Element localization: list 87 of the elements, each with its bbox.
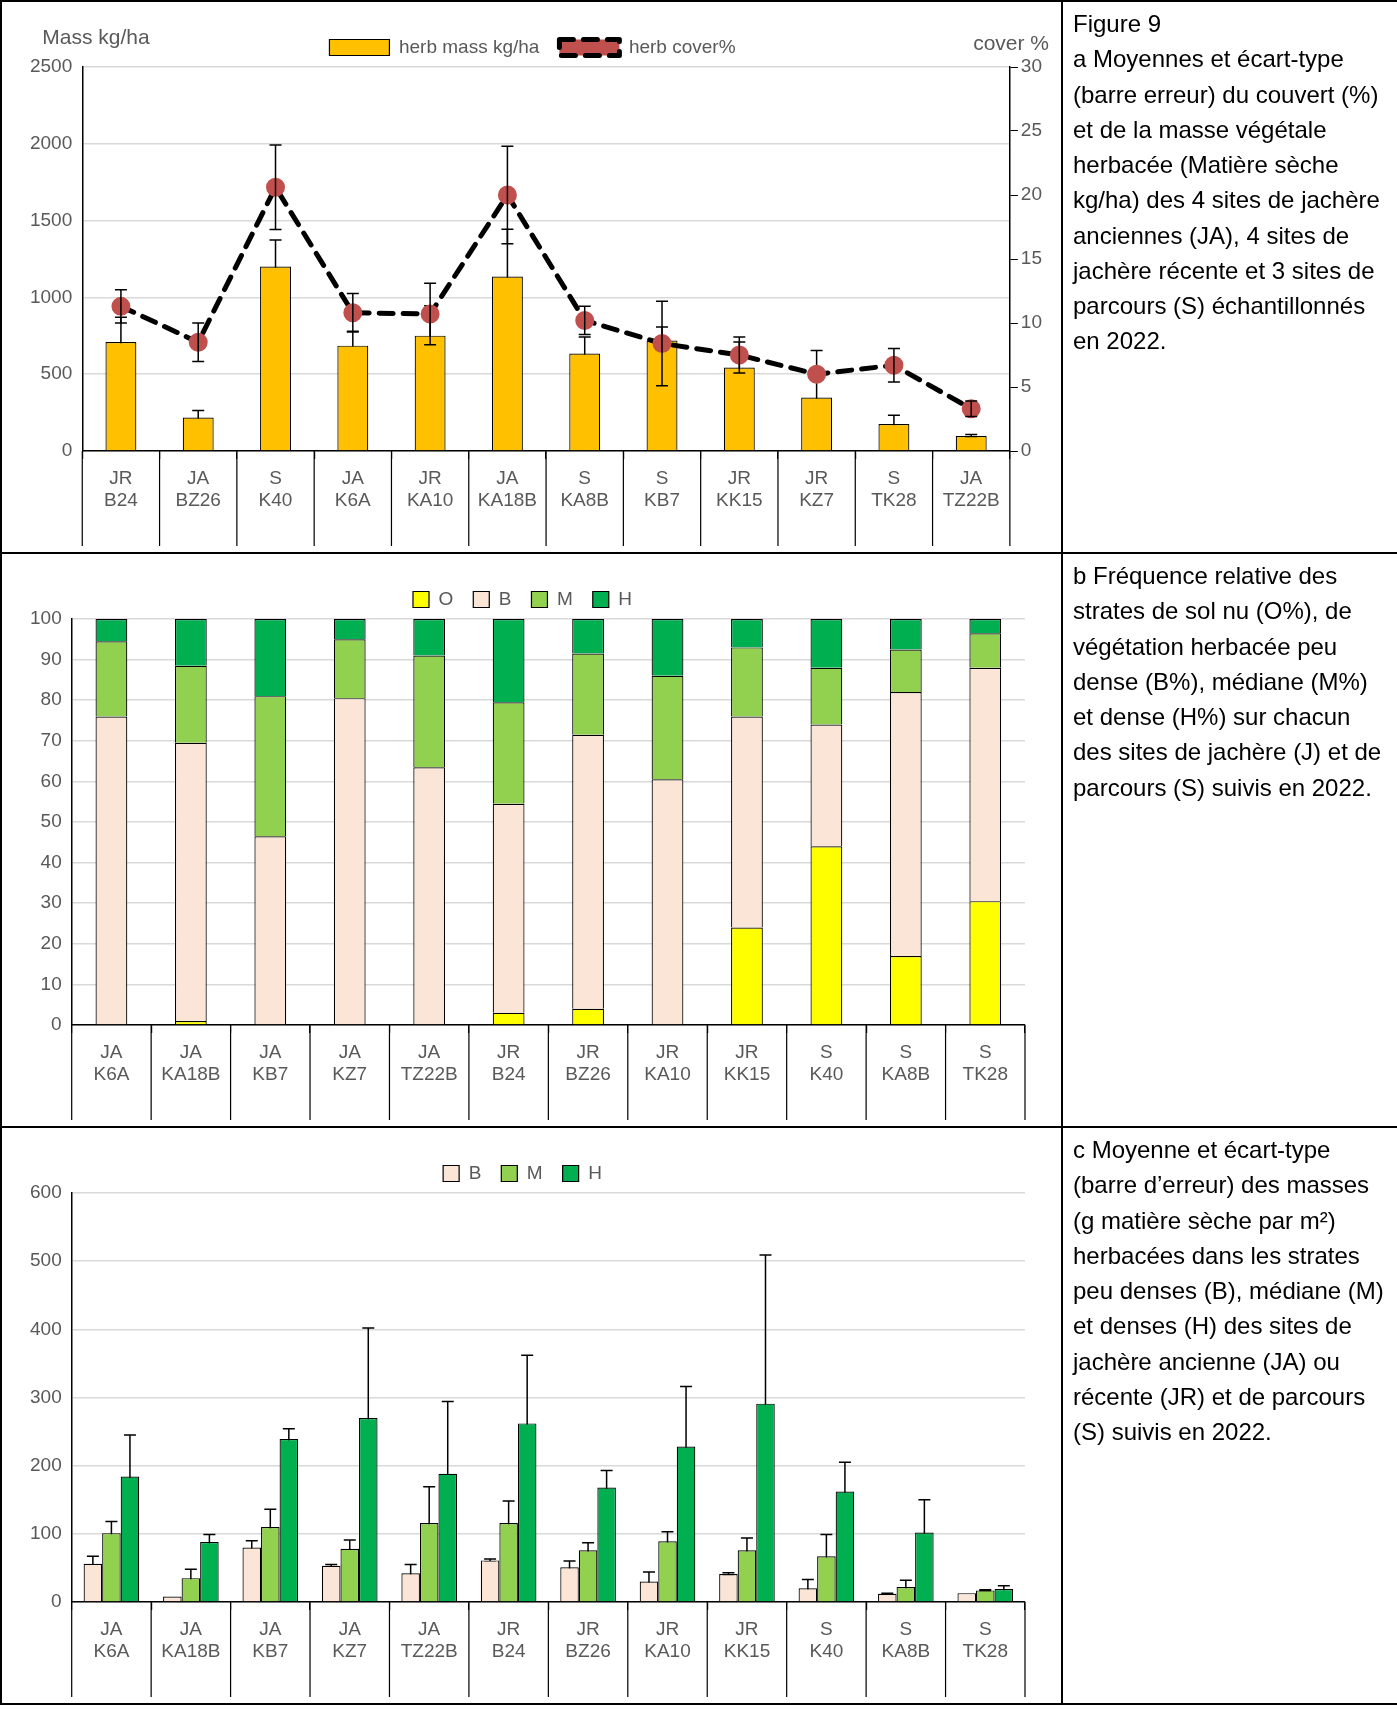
y-tick-label: 50 — [40, 810, 62, 832]
y2-tick-label: 0 — [1020, 439, 1032, 461]
x-tick-label: JR KK15 — [723, 1617, 771, 1662]
point — [729, 345, 749, 365]
x-tick-label: JR B24 — [491, 1617, 526, 1662]
y-tick-label: 600 — [30, 1181, 62, 1203]
x-tick-label: JA KZ7 — [332, 1040, 368, 1085]
y-tick-label: 400 — [30, 1317, 62, 1339]
x-tick-label: S TK28 — [962, 1617, 1008, 1662]
x-tick-label: JA K6A — [93, 1617, 130, 1662]
legend-label: M — [526, 1161, 543, 1183]
y-tick-label: 20 — [40, 932, 62, 954]
x-tick-label: JA TZ22B — [942, 466, 1000, 511]
y-tick-label: 0 — [51, 1590, 62, 1612]
y-tick-label: 2000 — [29, 132, 73, 154]
x-tick-label: JR BZ26 — [565, 1617, 611, 1662]
x-tick-label: JA BZ26 — [175, 466, 221, 511]
x-tick-label: JR B24 — [104, 466, 139, 511]
y-tick-label: 500 — [30, 1249, 62, 1271]
y-tick-label: 70 — [40, 729, 62, 751]
point — [807, 364, 827, 384]
x-tick-label: JA K6A — [93, 1040, 130, 1085]
caption: Figure 9 — [1073, 9, 1163, 39]
y2-tick-label: 25 — [1020, 119, 1043, 141]
y-tick-label: 1500 — [29, 208, 73, 230]
x-tick-label: S KB7 — [644, 466, 680, 511]
x-tick-label: JR KA10 — [644, 1040, 691, 1085]
legend-label: herb mass kg/ha — [398, 35, 540, 57]
y-tick-label: 200 — [30, 1453, 62, 1475]
point — [266, 177, 286, 197]
y-tick-label: 300 — [30, 1385, 62, 1407]
y-tick-label: 60 — [40, 769, 62, 791]
y-tick-label: 0 — [51, 1013, 62, 1035]
y2-axis-title: cover % — [973, 30, 1049, 54]
legend-label: herb cover% — [628, 35, 736, 57]
x-tick-label: JA KZ7 — [332, 1617, 368, 1662]
x-tick-label: JA KB7 — [252, 1617, 289, 1662]
text: c Moyenne et écart-type (barre d’erreur) des masses (g matière sèche par m²) herbacées dans les strates peu denses (B), médiane (M) et denses (H) des sites de jachère ancienne (JA) ou récente (JR) et de parcours (S) suivis en 2022. — [1073, 1136, 1384, 1446]
x-tick-label: JA TZ22B — [400, 1617, 458, 1662]
legend-label: H — [618, 587, 633, 609]
x-tick-label: S KA8B — [560, 466, 610, 511]
y-tick-label: 100 — [30, 607, 62, 629]
x-tick-label: JR KK15 — [716, 466, 763, 511]
x-tick-label: S TK28 — [871, 466, 917, 511]
y-tick-label: 0 — [61, 439, 73, 461]
x-tick-label: S K40 — [809, 1040, 844, 1085]
legend-label: M — [556, 587, 573, 609]
x-tick-label: S K40 — [809, 1617, 844, 1662]
x-tick-label: S TK28 — [962, 1040, 1008, 1085]
legend-label: O — [438, 587, 454, 609]
x-tick-label: S KA8B — [881, 1617, 931, 1662]
point — [575, 310, 595, 330]
y-tick-label: 500 — [40, 362, 73, 384]
y-tick-label: 30 — [40, 891, 62, 913]
x-tick-label: JA KA18B — [161, 1040, 221, 1085]
x-tick-label: S KA8B — [881, 1040, 931, 1085]
x-tick-label: S K40 — [258, 466, 293, 511]
x-tick-label: JA KB7 — [252, 1040, 289, 1085]
x-tick-label: JR BZ26 — [565, 1040, 611, 1085]
y-tick-label: 100 — [30, 1522, 62, 1544]
y2-tick-label: 30 — [1020, 55, 1043, 77]
x-tick-label: JA KA18B — [161, 1617, 221, 1662]
y-tick-label: 10 — [40, 972, 62, 994]
text: a Moyennes et écart-type (barre erreur) du couvert (%) et de la masse végétale herbacée (Matière sèche kg/ha) des 4 sites de jachère anciennes (JA), 4 sites de jachère récente et 3 sites de parcours (S) échantillonnés en 2022. — [1073, 45, 1380, 355]
y2-tick-label: 15 — [1020, 247, 1043, 269]
point — [497, 185, 517, 205]
y2-tick-label: 5 — [1020, 375, 1032, 397]
y-tick-label: 40 — [40, 850, 62, 872]
y-tick-label: 90 — [40, 647, 62, 669]
x-tick-label: JR B24 — [491, 1040, 526, 1085]
x-tick-label: JA KA18B — [477, 466, 537, 511]
legend-label: B — [468, 1161, 482, 1183]
x-tick-label: JR KA10 — [406, 466, 454, 511]
legend-label: B — [498, 587, 512, 609]
y-tick-label: 2500 — [29, 55, 73, 77]
x-tick-label: JA K6A — [334, 466, 372, 511]
x-tick-label: JA TZ22B — [400, 1040, 458, 1085]
x-tick-label: JR KZ7 — [799, 466, 835, 511]
y-axis-title: Mass kg/ha — [42, 24, 150, 48]
y-tick-label: 1000 — [29, 285, 73, 307]
legend-label: H — [588, 1161, 602, 1183]
y-tick-label: 80 — [40, 688, 62, 710]
text: b Fréquence relative des strates de sol nu (O%), de végétation herbacée peu dense (B%), médiane (M%) et dense (H%) sur chacun des sites de jachère (J) et de parcours (S) suivis en 2022. — [1073, 561, 1383, 803]
x-tick-label: JR KK15 — [723, 1040, 771, 1085]
y2-tick-label: 20 — [1020, 183, 1043, 205]
x-tick-label: JR KA10 — [644, 1617, 691, 1662]
y2-tick-label: 10 — [1020, 311, 1043, 333]
